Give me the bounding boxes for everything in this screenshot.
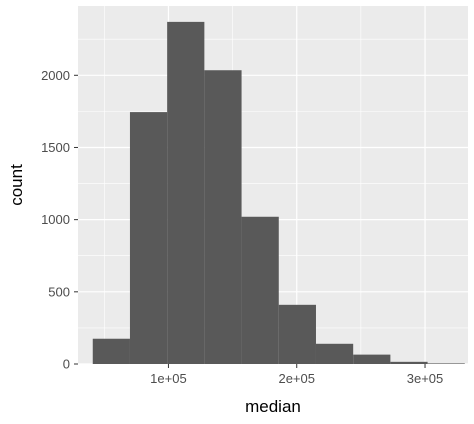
x-axis: 1e+05 2e+05 3e+05: [150, 364, 443, 386]
histogram-bar: [353, 354, 391, 364]
y-tick-label: 2000: [41, 68, 70, 83]
y-tick-label: 1500: [41, 140, 70, 155]
x-tick-label: 2e+05: [278, 371, 315, 386]
y-tick-label: 1000: [41, 212, 70, 227]
histogram-bar: [167, 21, 205, 365]
y-axis-title: count: [7, 164, 26, 206]
histogram-bar: [241, 216, 279, 364]
histogram-bar: [92, 338, 130, 364]
histogram-bars: [92, 21, 465, 365]
x-tick-label: 3e+05: [407, 371, 444, 386]
histogram-bar: [427, 363, 465, 364]
x-tick-label: 1e+05: [150, 371, 187, 386]
y-axis: 0 500 1000 1500 2000: [41, 68, 78, 372]
histogram-bar: [390, 361, 428, 364]
histogram-bar: [278, 304, 316, 364]
y-tick-label: 0: [63, 357, 70, 372]
histogram-bar: [204, 70, 242, 364]
x-axis-title: median: [245, 397, 301, 416]
y-tick-label: 500: [48, 284, 70, 299]
histogram-bar: [315, 343, 354, 364]
histogram-bar: [129, 112, 168, 365]
